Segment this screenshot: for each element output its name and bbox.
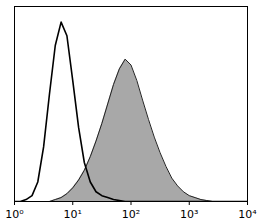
svg-text:10⁰: 10⁰ — [5, 208, 24, 221]
svg-text:10¹: 10¹ — [64, 208, 82, 221]
svg-text:10⁴: 10⁴ — [238, 208, 257, 221]
svg-text:10²: 10² — [122, 208, 140, 221]
svg-text:10³: 10³ — [180, 208, 198, 221]
